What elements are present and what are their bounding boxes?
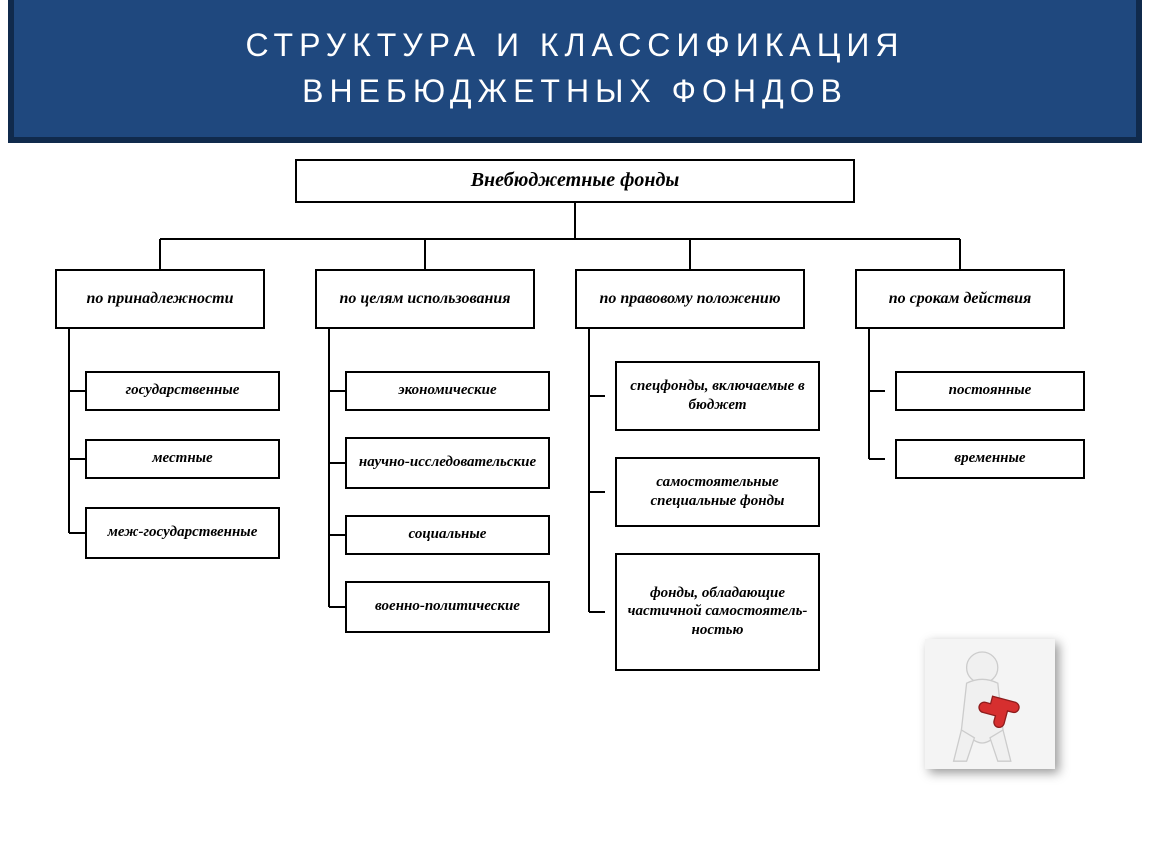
- item-label: временные: [954, 449, 1025, 468]
- item-node: фонды, обладающие частичной самостоятель…: [615, 553, 820, 671]
- category-node: по целям использования: [315, 269, 535, 329]
- decorative-figure: [925, 639, 1055, 769]
- category-label: по целям использования: [339, 289, 510, 309]
- title-line-2: ВНЕБЮДЖЕТНЫХ ФОНДОВ: [302, 73, 848, 109]
- category-node: по принадлежности: [55, 269, 265, 329]
- item-label: фонды, обладающие частичной самостоятель…: [623, 584, 812, 640]
- item-label: постоянные: [949, 381, 1032, 400]
- slide-title: СТРУКТУРА И КЛАССИФИКАЦИЯ ВНЕБЮДЖЕТНЫХ Ф…: [8, 0, 1142, 143]
- item-node: местные: [85, 439, 280, 479]
- item-label: государственные: [126, 381, 240, 400]
- item-node: меж-государственные: [85, 507, 280, 559]
- item-node: постоянные: [895, 371, 1085, 411]
- item-node: научно-исследовательские: [345, 437, 550, 489]
- title-line-1: СТРУКТУРА И КЛАССИФИКАЦИЯ: [246, 27, 905, 63]
- category-label: по правовому положению: [599, 289, 780, 309]
- item-label: спецфонды, включаемые в бюджет: [623, 377, 812, 415]
- item-node: военно-политические: [345, 581, 550, 633]
- root-label: Внебюджетные фонды: [471, 168, 680, 193]
- diagram: Внебюджетные фонды по принадлежности по ц…: [25, 149, 1125, 829]
- item-label: социальные: [409, 525, 487, 544]
- item-label: меж-государственные: [108, 523, 258, 542]
- item-label: экономические: [398, 381, 496, 400]
- item-node: временные: [895, 439, 1085, 479]
- item-node: спецфонды, включаемые в бюджет: [615, 361, 820, 431]
- category-node: по правовому положению: [575, 269, 805, 329]
- root-node: Внебюджетные фонды: [295, 159, 855, 203]
- item-label: научно-исследовательские: [359, 453, 536, 472]
- item-node: государственные: [85, 371, 280, 411]
- item-label: военно-политические: [375, 597, 520, 616]
- item-node: социальные: [345, 515, 550, 555]
- item-node: экономические: [345, 371, 550, 411]
- category-label: по срокам действия: [889, 289, 1031, 309]
- item-node: самостоятельные специальные фонды: [615, 457, 820, 527]
- category-node: по срокам действия: [855, 269, 1065, 329]
- item-label: самостоятельные специальные фонды: [623, 473, 812, 511]
- item-label: местные: [152, 449, 212, 468]
- category-label: по принадлежности: [87, 289, 234, 309]
